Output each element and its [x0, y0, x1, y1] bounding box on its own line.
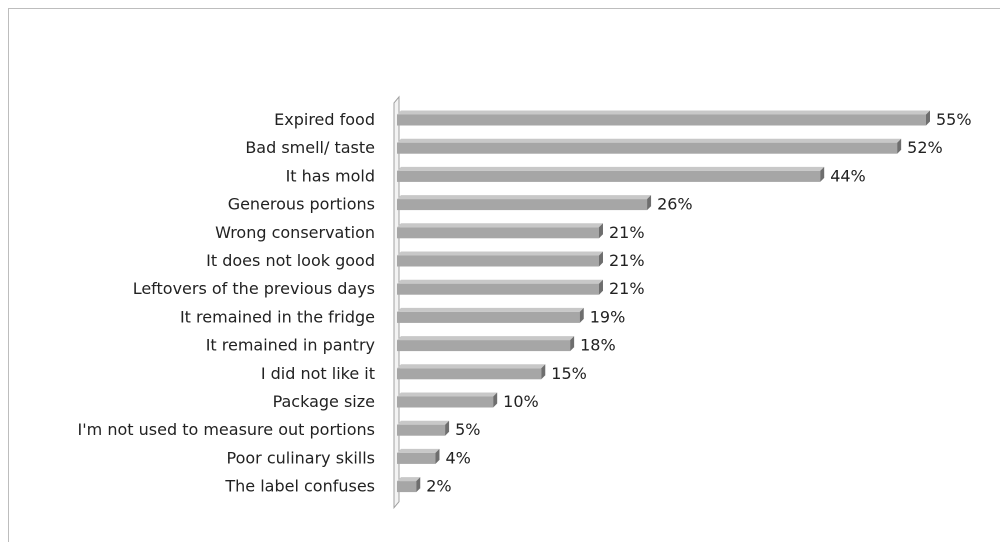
bar-front-face [397, 114, 926, 126]
bar-front-face [397, 255, 599, 267]
bar-top-face [397, 336, 575, 341]
value-label: 10% [503, 392, 539, 411]
category-label: I'm not used to measure out portions [78, 420, 375, 439]
value-label: 52% [907, 138, 943, 157]
category-label: Poor culinary skills [227, 448, 376, 467]
value-label: 26% [657, 195, 693, 214]
bar-top-face [397, 251, 603, 256]
bar-front-face [397, 452, 436, 464]
value-label: 2% [426, 477, 451, 496]
category-axis [393, 95, 400, 510]
bar-front-face [397, 283, 599, 295]
category-label: Package size [273, 392, 375, 411]
value-label: 15% [551, 364, 587, 383]
bar-top-face [397, 166, 825, 171]
bar-3 [397, 166, 825, 182]
bar-front-face [397, 340, 571, 352]
bar-4 [397, 195, 652, 211]
value-label: 21% [609, 279, 645, 298]
bar-11 [397, 392, 498, 408]
bar-end-face [541, 364, 546, 380]
bar-end-face [435, 448, 440, 464]
bar-end-face [897, 138, 902, 154]
bar-14 [397, 477, 421, 493]
value-label: 55% [936, 110, 972, 129]
bar-12 [397, 420, 450, 436]
category-label: Expired food [274, 110, 375, 129]
bar-end-face [493, 392, 498, 408]
value-label: 4% [445, 448, 470, 467]
category-label: Leftovers of the previous days [133, 279, 375, 298]
category-label: It does not look good [206, 251, 375, 270]
bar-end-face [598, 223, 603, 239]
category-label: I did not like it [261, 364, 375, 383]
bar-end-face [820, 166, 825, 182]
bar-top-face [397, 477, 421, 482]
value-label: 5% [455, 420, 480, 439]
category-label: It remained in the fridge [180, 307, 375, 326]
bar-top-face [397, 420, 450, 425]
bar-end-face [570, 336, 575, 352]
category-label: Wrong conservation [215, 223, 375, 242]
category-label: Generous portions [228, 195, 375, 214]
bar-front-face [397, 199, 648, 211]
bar-13 [397, 448, 440, 464]
bar-top-face [397, 195, 652, 200]
bar-front-face [397, 142, 898, 154]
category-label: Bad smell/ taste [245, 138, 375, 157]
bar-10 [397, 364, 546, 380]
chart-frame [8, 8, 1000, 542]
bar-8 [397, 307, 584, 323]
bar-end-face [598, 279, 603, 295]
bar-end-face [445, 420, 450, 436]
value-label: 18% [580, 336, 616, 355]
value-label: 19% [590, 307, 626, 326]
bar-top-face [397, 392, 498, 397]
bar-front-face [397, 396, 494, 408]
axis-layer [393, 95, 400, 510]
bar-top-face [397, 110, 930, 115]
bar-front-face [397, 368, 542, 380]
bar-end-face [647, 195, 652, 211]
category-label: It has mold [286, 166, 375, 185]
bar-top-face [397, 364, 546, 369]
bar-top-face [397, 279, 603, 284]
bar-top-face [397, 223, 603, 228]
bar-front-face [397, 481, 417, 493]
bar-front-face [397, 170, 821, 182]
bar-top-face [397, 307, 584, 312]
bar-front-face [397, 227, 599, 239]
bar-9 [397, 336, 575, 352]
bars-layer [397, 110, 930, 493]
bar-7 [397, 279, 603, 295]
bar-5 [397, 223, 603, 239]
bar-top-face [397, 448, 440, 453]
bar-end-face [598, 251, 603, 267]
bar-1 [397, 110, 930, 126]
value-label: 44% [830, 166, 866, 185]
value-label: 21% [609, 223, 645, 242]
value-label: 21% [609, 251, 645, 270]
bar-end-face [416, 477, 421, 493]
labels-layer: Expired food 55% Bad smell/ taste 52% It has… [78, 110, 972, 496]
category-label: It remained in pantry [206, 336, 375, 355]
bar-front-face [397, 424, 446, 436]
bar-front-face [397, 311, 580, 323]
bar-end-face [579, 307, 584, 323]
bar-6 [397, 251, 603, 267]
category-label: The label confuses [224, 477, 375, 496]
bar-end-face [926, 110, 930, 126]
bar-top-face [397, 138, 902, 143]
bar-2 [397, 138, 902, 154]
